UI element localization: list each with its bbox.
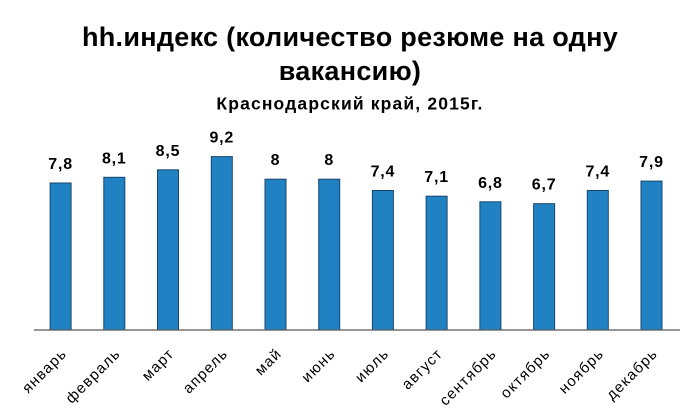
svg-text:8: 8 bbox=[324, 152, 334, 169]
svg-text:7,4: 7,4 bbox=[585, 164, 610, 181]
svg-text:вакансию): вакансию) bbox=[279, 56, 421, 86]
svg-text:7,8: 7,8 bbox=[48, 156, 73, 173]
svg-text:9,2: 9,2 bbox=[209, 130, 234, 147]
svg-text:8: 8 bbox=[271, 152, 281, 169]
svg-text:hh.индекс (количество резюме н: hh.индекс (количество резюме на одну bbox=[82, 22, 618, 52]
svg-text:Краснодарский край, 2015г.: Краснодарский край, 2015г. bbox=[216, 94, 483, 114]
svg-text:7,1: 7,1 bbox=[424, 169, 449, 186]
svg-text:8,5: 8,5 bbox=[156, 143, 181, 160]
svg-text:7,4: 7,4 bbox=[371, 164, 396, 181]
svg-text:7,9: 7,9 bbox=[639, 154, 664, 171]
svg-text:6,8: 6,8 bbox=[478, 175, 503, 192]
svg-text:6,7: 6,7 bbox=[532, 177, 557, 194]
svg-text:8,1: 8,1 bbox=[102, 150, 127, 167]
